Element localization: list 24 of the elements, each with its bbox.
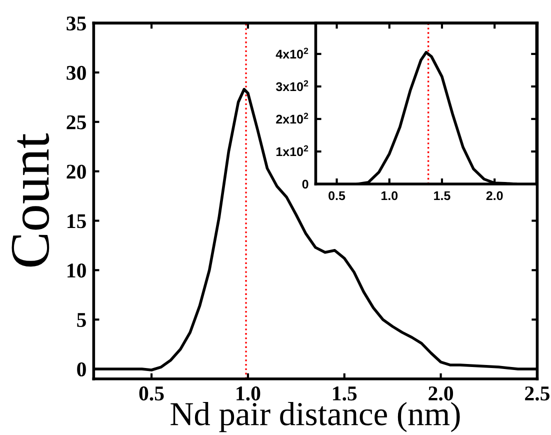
x-tick-label: 1.0 <box>236 386 260 401</box>
x-tick-label: 1.5 <box>434 191 450 200</box>
y-tick-label: 25 <box>66 115 86 130</box>
y-tick-label: 4x10$^{2}$ <box>276 48 308 59</box>
y-tick-label: 10 <box>68 264 86 278</box>
x-tick-label: 2.5 <box>525 386 550 401</box>
y-tick-label: 0 <box>302 180 308 189</box>
y-tick-label: 2x10$^{2}$ <box>276 112 308 124</box>
x-tick-label: 2.0 <box>428 386 454 401</box>
x-tick-label: 0.5 <box>328 191 346 200</box>
y-tick-label: 35 <box>66 16 86 30</box>
y-tick-label: 5 <box>77 313 86 328</box>
x-tick-label: 0.5 <box>139 386 164 401</box>
y-tick-label: 0 <box>77 362 86 376</box>
x-axis-title: Nd pair distance (nm) <box>170 402 460 432</box>
x-tick-label: 1.0 <box>381 191 398 200</box>
y-tick-label: 20 <box>66 164 86 179</box>
x-tick-label: 1.5 <box>333 386 357 401</box>
x-tick-label: 2.0 <box>486 191 503 200</box>
y-axis-title: Count <box>12 133 50 267</box>
y-tick-label: 30 <box>66 66 86 80</box>
y-tick-label: 3x10$^{2}$ <box>276 80 308 92</box>
y-tick-label: 15 <box>68 214 86 228</box>
y-tick-label: 1x10$^{2}$ <box>276 145 308 156</box>
